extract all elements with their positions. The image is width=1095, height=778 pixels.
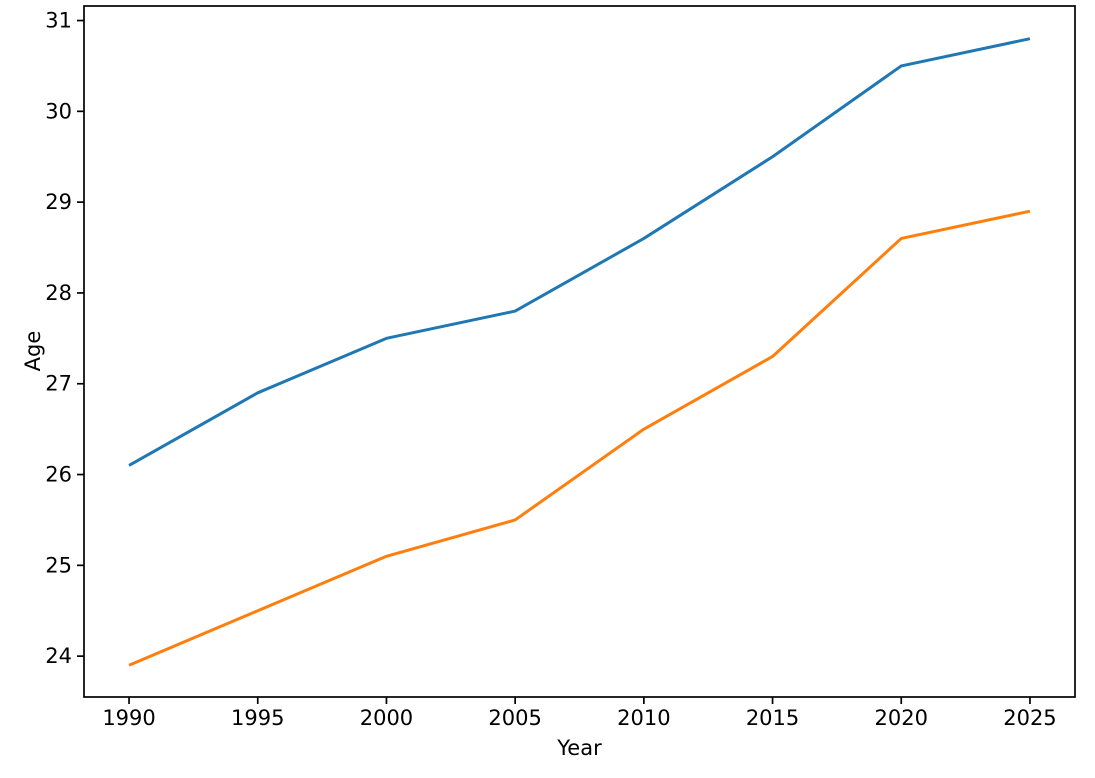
x-tick-label: 2015 — [746, 706, 799, 730]
x-tick-label: 2005 — [488, 706, 541, 730]
plot-area — [84, 6, 1075, 697]
y-tick-label: 29 — [45, 190, 72, 214]
data-line-upper-line — [128, 37, 1031, 467]
y-tick-label: 27 — [45, 372, 72, 396]
x-tick-label: 2020 — [875, 706, 928, 730]
y-tick-label: 28 — [45, 281, 72, 305]
x-tick-label: 2010 — [617, 706, 670, 730]
x-tick-label: 1990 — [102, 706, 155, 730]
y-tick-label: 26 — [45, 463, 72, 487]
x-tick-label: 2000 — [360, 706, 413, 730]
x-axis-label: Year — [557, 736, 602, 760]
y-tick-label: 25 — [45, 553, 72, 577]
y-axis-label: Age — [21, 330, 45, 372]
y-tick-label: 24 — [45, 644, 72, 668]
data-line-lower-line — [128, 209, 1031, 667]
y-tick-label: 30 — [45, 99, 72, 123]
x-tick-label: 2025 — [1003, 706, 1056, 730]
plot-spines — [83, 5, 1076, 698]
x-tick-label: 1995 — [231, 706, 284, 730]
y-tick-label: 31 — [45, 9, 72, 33]
